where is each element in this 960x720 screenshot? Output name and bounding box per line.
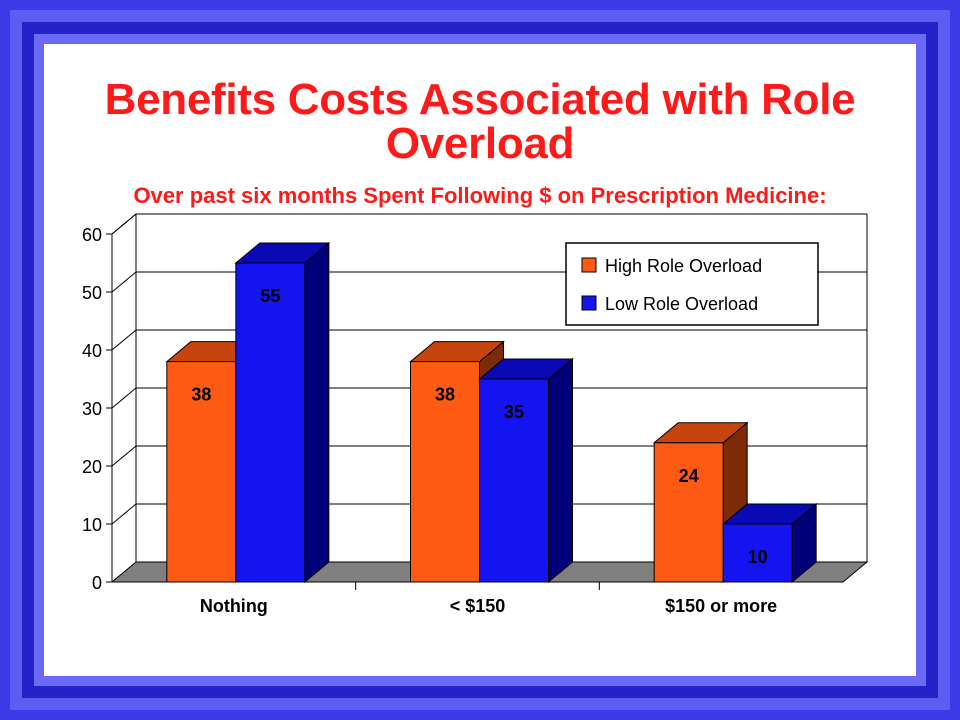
data-label-1-0: 55 <box>260 286 280 306</box>
x-tick-label-0: Nothing <box>200 596 268 616</box>
bar-1-2 <box>721 502 818 584</box>
gridline-diagonal-4 <box>111 329 137 351</box>
legend-box <box>565 242 819 326</box>
bar-side-1-1 <box>548 357 573 584</box>
legend: High Role Overload Low Role Overload <box>565 242 819 326</box>
slide-subtitle: Over past six months Spent Following $ o… <box>133 183 827 208</box>
y-tick-label-5: 50 <box>82 283 102 303</box>
top-diagonal <box>111 213 137 235</box>
bar-front-1-2 <box>722 523 793 583</box>
bar-front-0-0 <box>166 361 237 583</box>
bar-1-1 <box>478 357 574 584</box>
legend-swatch-1 <box>581 295 597 311</box>
bar-side-1-0 <box>304 241 330 584</box>
y-tick-label-2: 20 <box>82 457 102 477</box>
data-label-1-1: 35 <box>504 402 524 422</box>
gridline-diagonal-5 <box>111 271 137 293</box>
slide-title-line-2: Overload <box>385 119 575 168</box>
x-tick-label-1: < $150 <box>450 596 506 616</box>
legend-swatch-0 <box>581 257 597 273</box>
bar-front-0-2 <box>653 442 724 583</box>
y-tick-label-3: 30 <box>82 399 102 419</box>
gridline-diagonal-1 <box>111 503 137 525</box>
slide-title-line-1: Benefits Costs Associated with Role <box>104 75 856 124</box>
legend-label-0: High Role Overload <box>605 256 762 276</box>
y-tick-label-6: 60 <box>82 225 102 245</box>
bar-front-1-1 <box>479 378 549 583</box>
y-tick-label-0: 0 <box>92 573 102 593</box>
y-tick-label-1: 10 <box>82 515 102 535</box>
gridline-diagonal-3 <box>111 387 137 409</box>
data-label-0-2: 24 <box>679 466 699 486</box>
y-tick-label-4: 40 <box>82 341 102 361</box>
bar-1-0 <box>234 241 331 584</box>
data-label-0-0: 38 <box>191 385 211 405</box>
data-label-0-1: 38 <box>435 385 455 405</box>
bar-front-1-0 <box>235 262 306 583</box>
data-label-1-2: 10 <box>748 547 768 567</box>
legend-label-1: Low Role Overload <box>605 294 758 314</box>
gridline-diagonal-2 <box>111 445 137 467</box>
slide-title: Benefits Costs Associated with Role Over… <box>44 78 916 166</box>
x-tick-label-2: $150 or more <box>665 596 777 616</box>
bar-front-0-1 <box>410 361 480 583</box>
